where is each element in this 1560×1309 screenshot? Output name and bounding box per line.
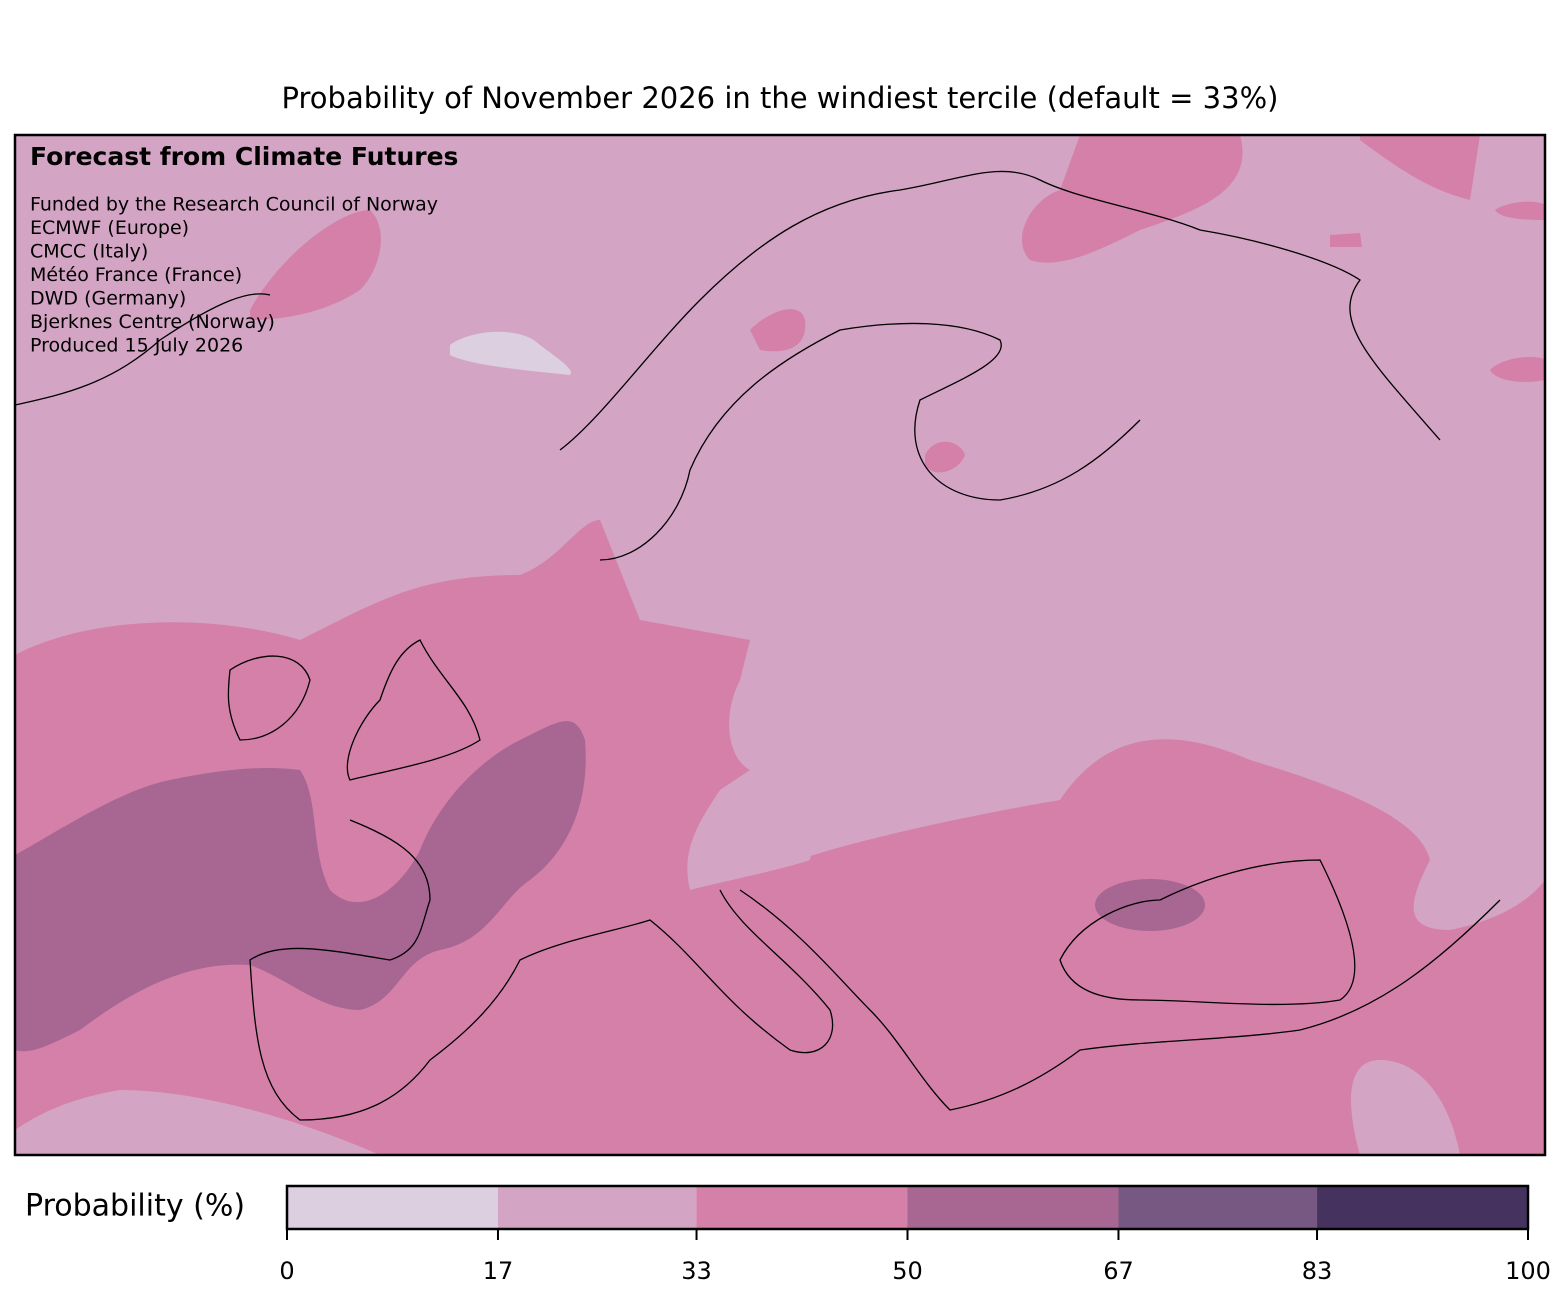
probability-area	[15, 721, 586, 1052]
map-frame	[13, 133, 1547, 1157]
colorbar-tick-label: 0	[279, 1257, 294, 1285]
coastline	[15, 170, 1501, 1121]
colorbar-tick-label: 83	[1302, 1257, 1333, 1285]
credit-line: Produced 15 July 2026	[30, 335, 243, 357]
probability-area	[450, 331, 571, 375]
colorbar-label: Probability (%)	[25, 1189, 245, 1224]
colorbar-segment	[696, 1186, 908, 1229]
colorbar-segment	[287, 1186, 498, 1229]
credit-line: Bjerknes Centre (Norway)	[30, 311, 275, 333]
credit-line: DWD (Germany)	[30, 288, 186, 310]
credit-line: Funded by the Research Council of Norway	[30, 194, 438, 216]
colorbar: 0 17 33 50 67 83 100	[279, 1184, 1551, 1285]
colorbar-tick-label: 17	[483, 1257, 514, 1285]
colorbar-segment	[497, 1186, 697, 1229]
probability-area	[1495, 201, 1545, 220]
annotation-title: Forecast from Climate Futures	[30, 142, 458, 171]
credit-line: Météo France (France)	[30, 264, 242, 286]
colorbar-tick-label: 67	[1103, 1257, 1134, 1285]
probability-area	[1360, 135, 1480, 200]
map-title: Probability of November 2026 in the wind…	[282, 81, 1279, 115]
map-field	[15, 135, 1545, 1155]
credits: Funded by the Research Council of Norway…	[30, 194, 438, 357]
colorbar-segment	[1118, 1186, 1318, 1229]
probability-area	[1021, 135, 1243, 263]
probability-area	[925, 441, 965, 473]
colorbar-tick-label: 50	[892, 1257, 923, 1285]
colorbar-tick-label: 100	[1505, 1257, 1551, 1285]
probability-area	[250, 210, 381, 320]
credit-line: ECMWF (Europe)	[30, 217, 189, 239]
probability-area	[15, 520, 1545, 1155]
probability-area	[690, 770, 813, 890]
colorbar-segment	[1317, 1186, 1528, 1229]
probability-area	[1330, 233, 1362, 247]
colorbar-segment	[907, 1186, 1119, 1229]
probability-area	[750, 309, 806, 352]
credit-line: CMCC (Italy)	[30, 241, 148, 263]
probability-area	[1490, 357, 1545, 382]
colorbar-tick-label: 33	[681, 1257, 712, 1285]
